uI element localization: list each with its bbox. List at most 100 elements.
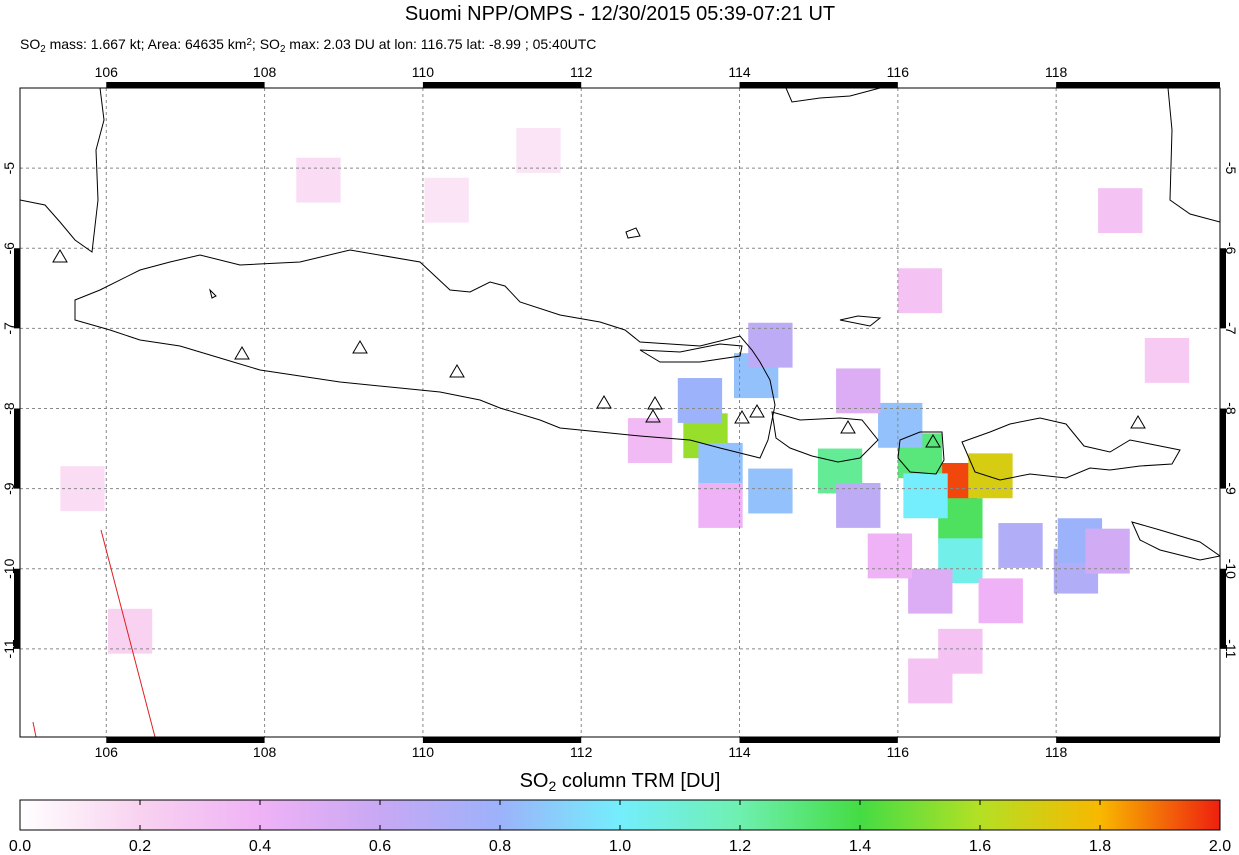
coastline — [771, 411, 879, 463]
so2-cell — [698, 483, 743, 528]
so2-cell — [627, 418, 673, 463]
orbit-edge — [100, 529, 156, 738]
orbit-edge — [32, 721, 37, 738]
so2-cell — [897, 268, 943, 314]
so2-cell — [903, 473, 948, 519]
frame-bar — [14, 248, 20, 329]
so2-cell — [424, 177, 469, 223]
y-tick-label-right: -5 — [1223, 162, 1239, 175]
map-frame — [19, 87, 1221, 738]
so2-cell — [296, 157, 341, 203]
so2-cell — [908, 658, 953, 704]
coastline — [639, 343, 743, 363]
frame-bar — [14, 568, 20, 649]
supscript: 2 — [246, 37, 251, 48]
x-tick-label-top: 106 — [95, 64, 119, 80]
coastline — [20, 88, 105, 253]
x-tick-label-top: 108 — [253, 64, 277, 80]
y-tick-label-right: -11 — [1223, 639, 1239, 658]
chart-title: Suomi NPP/OMPS - 12/30/2015 05:39-07:21 … — [405, 3, 835, 25]
text-part: column TRM [DU] — [556, 770, 720, 792]
y-tick-label-left: -6 — [1, 242, 17, 255]
so2-cell — [998, 523, 1043, 568]
so2-cell — [867, 533, 913, 579]
subscript: 2 — [549, 778, 557, 794]
coastline — [961, 417, 1181, 481]
so2-cell — [748, 468, 793, 514]
y-tick-label-right: -6 — [1223, 242, 1239, 255]
frame-bar — [106, 82, 265, 88]
x-tick-label-top: 114 — [728, 64, 751, 80]
so2-cell — [107, 608, 153, 654]
colorbar-tick-label: 1.6 — [969, 838, 991, 855]
so2-cell — [978, 578, 1023, 624]
frame-bars — [14, 82, 1226, 743]
so2-cell — [836, 368, 881, 414]
so2-cell — [836, 483, 881, 528]
colorbar-tick-label: 2.0 — [1209, 838, 1231, 855]
x-tick-label-bottom: 118 — [1045, 744, 1068, 760]
frame-bar — [422, 82, 582, 88]
tick-labels: 106 106 108 108 110 110 112 112 114 114 116 116 118 1… — [1, 64, 1239, 760]
y-tick-label-left: -9 — [1, 482, 17, 495]
colorbar-tick-label: 0.4 — [249, 838, 271, 855]
y-tick-label-right: -7 — [1223, 322, 1239, 335]
text-part: SO — [20, 36, 40, 52]
colorbar-tick-label: 0.2 — [129, 838, 151, 855]
y-tick-label-left: -8 — [1, 402, 17, 415]
text-part: max: 2.03 DU at lon: 116.75 lat: -8.99 ;… — [285, 36, 596, 52]
frame-bar — [14, 408, 20, 489]
x-tick-label-bottom: 110 — [412, 744, 435, 760]
y-tick-label-left: -10 — [1, 558, 17, 578]
coastlines — [20, 88, 1220, 561]
x-tick-label-bottom: 114 — [728, 744, 751, 760]
volcanoes — [52, 249, 1146, 448]
frame-bar — [1220, 568, 1226, 649]
so2-cell — [516, 128, 561, 173]
y-tick-label-right: -9 — [1223, 482, 1239, 495]
colorbar-tick-label: 1.8 — [1089, 838, 1111, 855]
y-tick-label-left: -7 — [1, 322, 17, 335]
text-part: mass: 1.667 kt; Area: 64635 km — [46, 36, 247, 52]
frame-bar — [739, 82, 898, 88]
x-tick-label-top: 112 — [570, 64, 593, 80]
subscript: 2 — [280, 44, 285, 55]
frame-bar — [1056, 737, 1220, 743]
x-tick-label-top: 110 — [412, 64, 435, 80]
colorbar-tick-label: 1.0 — [609, 838, 631, 855]
frame-bar — [422, 737, 582, 743]
y-tick-label-left: -5 — [1, 162, 17, 175]
subscript: 2 — [40, 44, 45, 55]
so2-cell — [968, 453, 1013, 499]
colorbar-label: SO2 column TRM [DU] — [520, 770, 721, 794]
subtitle: SO2 mass: 1.667 kt; Area: 64635 km2; SO2… — [20, 36, 596, 55]
x-tick-label-bottom: 108 — [253, 744, 277, 760]
grid — [20, 88, 1220, 737]
y-tick-label-left: -11 — [1, 639, 17, 658]
x-tick-label-bottom: 112 — [570, 744, 593, 760]
colorbar-tick-label: 1.2 — [729, 838, 751, 855]
so2-cell — [1144, 337, 1190, 383]
frame-bar — [106, 737, 265, 743]
coastline — [74, 249, 776, 459]
y-tick-label-right: -8 — [1223, 402, 1239, 415]
text-part: ; SO — [252, 36, 280, 52]
colorbar-tick-label: 0.0 — [9, 838, 31, 855]
so2-cell — [1085, 528, 1130, 574]
so2-cell — [698, 442, 743, 488]
colorbar: 0.0 0.2 0.4 0.6 0.8 1.0 1.2 1.4 1.6 1.8 2.0 — [9, 799, 1231, 855]
coastline — [1167, 88, 1220, 223]
frame-bar — [739, 737, 898, 743]
x-tick-label-top: 116 — [887, 64, 910, 80]
x-tick-label-bottom: 116 — [887, 744, 910, 760]
frame-bar — [1220, 408, 1226, 489]
coastline — [1131, 521, 1220, 561]
so2-cell — [908, 568, 953, 614]
y-tick-label-right: -10 — [1223, 559, 1239, 579]
colorbar-tick-label: 0.6 — [369, 838, 391, 855]
so2-cell — [677, 378, 723, 423]
frame-bar — [1056, 82, 1220, 88]
coastline — [209, 227, 882, 327]
